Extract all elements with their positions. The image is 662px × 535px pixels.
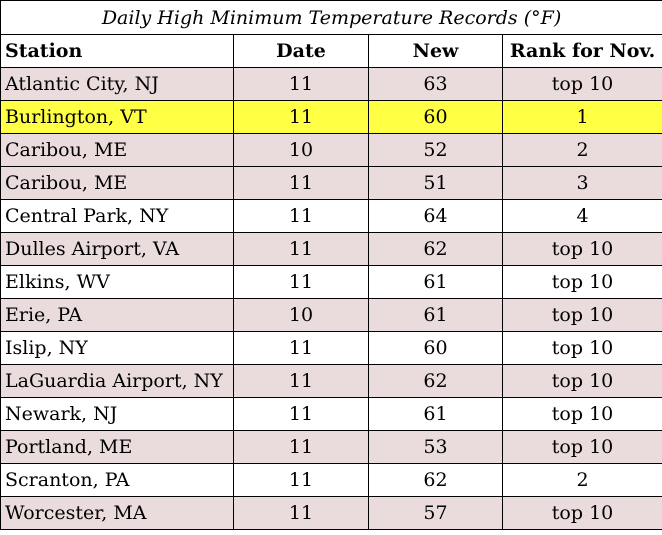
rank-cell: 2 (501, 133, 662, 167)
table-head: Daily High Minimum Temperature Records (… (0, 0, 662, 68)
date-cell: 10 (233, 133, 369, 167)
station-cell: Elkins, WV (0, 265, 234, 299)
table-row: Portland, ME 11 53 top 10 (0, 430, 662, 464)
table-body: Atlantic City, NJ 11 63 top 10 Burlington, V… (0, 67, 662, 530)
date-cell: 11 (233, 397, 369, 431)
new-value-cell: 57 (368, 496, 503, 530)
new-value-cell: 51 (368, 166, 503, 200)
date-cell: 11 (233, 232, 369, 266)
table-row: Newark, NJ 11 61 top 10 (0, 397, 662, 431)
table-row: Atlantic City, NJ 11 63 top 10 (0, 67, 662, 101)
new-value-cell: 62 (368, 232, 503, 266)
rank-cell: 3 (501, 166, 662, 200)
date-cell: 11 (233, 166, 369, 200)
table-row: Caribou, ME 10 52 2 (0, 133, 662, 167)
station-cell: LaGuardia Airport, NY (0, 364, 234, 398)
station-cell: Erie, PA (0, 298, 234, 332)
new-value-cell: 63 (368, 67, 503, 101)
station-cell: Portland, ME (0, 430, 234, 464)
new-value-cell: 62 (368, 463, 503, 497)
table-row: Central Park, NY 11 64 4 (0, 199, 662, 233)
column-header-date: Date (233, 34, 369, 68)
column-header-station: Station (0, 34, 234, 68)
column-header-rank: Rank for Nov. (501, 34, 662, 68)
station-cell: Central Park, NY (0, 199, 234, 233)
rank-cell: top 10 (501, 67, 662, 101)
date-cell: 11 (233, 430, 369, 464)
table-row: Erie, PA 10 61 top 10 (0, 298, 662, 332)
table-row: Islip, NY 11 60 top 10 (0, 331, 662, 365)
date-cell: 11 (233, 463, 369, 497)
station-cell: Caribou, ME (0, 166, 234, 200)
rank-cell: 1 (501, 100, 662, 134)
date-cell: 11 (233, 67, 369, 101)
date-cell: 11 (233, 199, 369, 233)
rank-cell: top 10 (501, 298, 662, 332)
title-row: Daily High Minimum Temperature Records (… (0, 0, 662, 35)
new-value-cell: 61 (368, 298, 503, 332)
date-cell: 10 (233, 298, 369, 332)
new-value-cell: 64 (368, 199, 503, 233)
table-row: Scranton, PA 11 62 2 (0, 463, 662, 497)
rank-cell: 4 (501, 199, 662, 233)
new-value-cell: 53 (368, 430, 503, 464)
header-row: Station Date New Rank for Nov. (0, 34, 662, 68)
new-value-cell: 60 (368, 331, 503, 365)
rank-cell: 2 (501, 463, 662, 497)
date-cell: 11 (233, 331, 369, 365)
table-row: Worcester, MA 11 57 top 10 (0, 496, 662, 530)
date-cell: 11 (233, 364, 369, 398)
station-cell: Dulles Airport, VA (0, 232, 234, 266)
station-cell: Islip, NY (0, 331, 234, 365)
rank-cell: top 10 (501, 496, 662, 530)
rank-cell: top 10 (501, 397, 662, 431)
table-row: Burlington, VT 11 60 1 (0, 100, 662, 134)
rank-cell: top 10 (501, 364, 662, 398)
table-row: Caribou, ME 11 51 3 (0, 166, 662, 200)
table-title: Daily High Minimum Temperature Records (… (0, 0, 662, 35)
date-cell: 11 (233, 100, 369, 134)
rank-cell: top 10 (501, 265, 662, 299)
station-cell: Caribou, ME (0, 133, 234, 167)
new-value-cell: 60 (368, 100, 503, 134)
rank-cell: top 10 (501, 232, 662, 266)
table-row: Dulles Airport, VA 11 62 top 10 (0, 232, 662, 266)
station-cell: Worcester, MA (0, 496, 234, 530)
new-value-cell: 61 (368, 265, 503, 299)
rank-cell: top 10 (501, 331, 662, 365)
new-value-cell: 61 (368, 397, 503, 431)
table-row: LaGuardia Airport, NY 11 62 top 10 (0, 364, 662, 398)
station-cell: Newark, NJ (0, 397, 234, 431)
date-cell: 11 (233, 496, 369, 530)
rank-cell: top 10 (501, 430, 662, 464)
new-value-cell: 52 (368, 133, 503, 167)
station-cell: Burlington, VT (0, 100, 234, 134)
station-cell: Atlantic City, NJ (0, 67, 234, 101)
date-cell: 11 (233, 265, 369, 299)
station-cell: Scranton, PA (0, 463, 234, 497)
table-row: Elkins, WV 11 61 top 10 (0, 265, 662, 299)
column-header-new: New (368, 34, 503, 68)
new-value-cell: 62 (368, 364, 503, 398)
